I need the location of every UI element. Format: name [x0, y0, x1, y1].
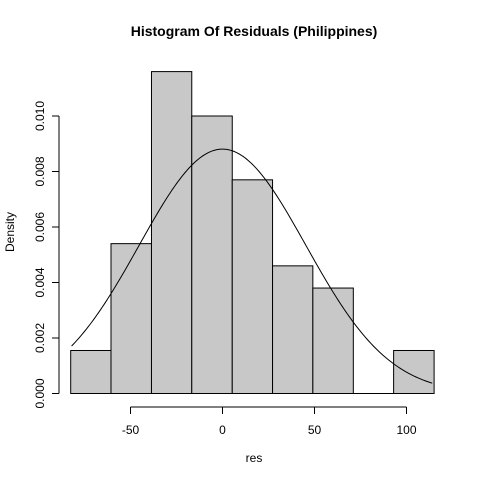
x-axis-label: res: [246, 451, 263, 465]
histogram-bar-9: [393, 349, 435, 394]
x-tick-label: 100: [396, 423, 416, 437]
histogram-bar-1: [70, 349, 112, 394]
histogram-bar-5: [231, 179, 274, 394]
x-axis: -50 0 50 100: [122, 406, 417, 437]
y-tick-label: 0.008: [33, 156, 47, 186]
x-tick-label: -50: [122, 423, 140, 437]
y-tick-label: 0.010: [33, 101, 47, 131]
y-tick-label: 0.006: [33, 212, 47, 242]
histogram-bar-2: [110, 243, 152, 394]
histogram-bars: [70, 71, 435, 395]
histogram-bar-3: [150, 71, 193, 394]
normal-density-curve: [71, 148, 433, 384]
y-tick-label: 0.002: [33, 323, 47, 353]
chart-title: Histogram Of Residuals (Philippines): [131, 23, 378, 39]
y-axis: 0.000 0.002 0.004 0.006 0.008 0.010: [33, 101, 60, 409]
histogram-bar-6: [272, 265, 314, 395]
histogram-bar-4: [191, 115, 233, 394]
y-axis-label: Density: [3, 212, 17, 252]
x-tick-label: 0: [219, 423, 226, 437]
x-tick-label: 50: [308, 423, 322, 437]
y-tick-label: 0.004: [33, 267, 47, 297]
y-tick-label: 0.000: [33, 378, 47, 408]
histogram-bar-7: [312, 287, 354, 394]
